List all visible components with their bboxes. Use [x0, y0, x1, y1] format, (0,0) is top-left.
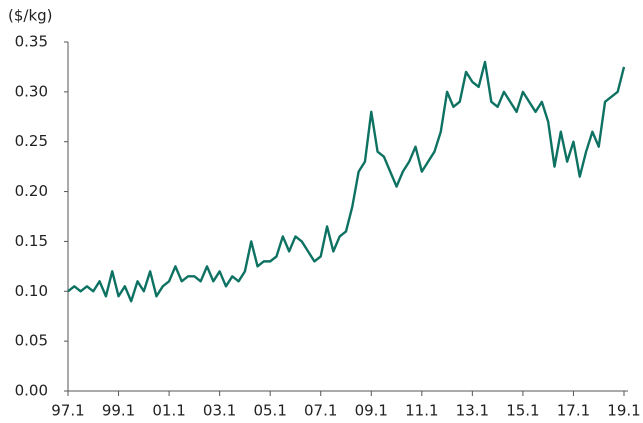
x-tick-label: 07.1 — [304, 402, 337, 420]
x-tick-label: 01.1 — [152, 402, 185, 420]
y-tick-label: 0.20 — [15, 182, 48, 200]
y-tick-label: 0.30 — [15, 82, 48, 100]
x-tick-label: 11.1 — [405, 402, 438, 420]
y-tick-label: 0.35 — [15, 33, 48, 51]
x-tick-label: 17.1 — [557, 402, 590, 420]
x-tick-label: 15.1 — [506, 402, 539, 420]
y-axis-label: ($/kg) — [8, 7, 53, 25]
data-line — [67, 60, 626, 303]
x-tick-label: 05.1 — [253, 402, 286, 420]
x-tick-label: 09.1 — [355, 402, 388, 420]
y-tick-label: 0.00 — [15, 382, 48, 400]
y-tick-label: 0.10 — [15, 282, 48, 300]
y-tick-label: 0.05 — [15, 332, 48, 350]
x-tick-label: 03.1 — [203, 402, 236, 420]
y-tick-label: 0.25 — [15, 132, 48, 150]
x-tick-label: 19.1 — [607, 402, 640, 420]
x-tick-label: 13.1 — [456, 402, 489, 420]
x-tick-label: 97.1 — [51, 402, 84, 420]
y-tick-label: 0.15 — [15, 232, 48, 250]
x-tick-label: 99.1 — [102, 402, 135, 420]
